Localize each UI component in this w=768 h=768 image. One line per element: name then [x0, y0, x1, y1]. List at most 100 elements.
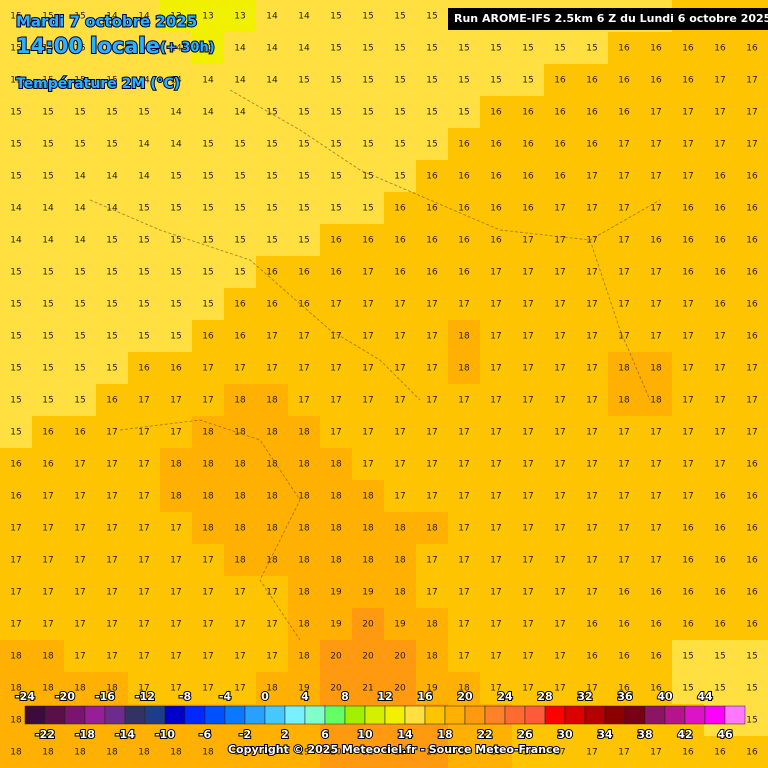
grid-value: 17	[298, 396, 309, 406]
colorbar-label: 44	[697, 690, 713, 703]
grid-cell	[352, 416, 385, 449]
grid-value: 19	[330, 620, 342, 630]
grid-value: 18	[170, 748, 182, 758]
grid-cell	[640, 640, 673, 673]
grid-cell	[192, 480, 225, 513]
grid-cell	[704, 480, 737, 513]
grid-cell	[480, 64, 513, 97]
grid-cell	[544, 608, 577, 641]
grid-value: 16	[426, 268, 438, 278]
grid-value: 15	[10, 364, 21, 374]
grid-value: 13	[202, 12, 213, 22]
grid-cell	[160, 448, 193, 481]
grid-value: 17	[522, 684, 533, 694]
grid-cell	[320, 448, 353, 481]
grid-value: 15	[170, 172, 181, 182]
grid-value: 15	[10, 44, 21, 54]
grid-value: 15	[522, 76, 533, 86]
grid-value: 14	[170, 108, 182, 118]
grid-cell	[0, 288, 33, 321]
grid-value: 17	[586, 332, 597, 342]
grid-value: 17	[42, 556, 53, 566]
grid-cell	[160, 0, 193, 33]
grid-value: 15	[234, 172, 245, 182]
grid-cell	[192, 544, 225, 577]
grid-cell	[640, 480, 673, 513]
grid-value: 15	[202, 268, 213, 278]
grid-value: 17	[618, 460, 629, 470]
grid-cell	[32, 0, 65, 33]
colorbar-swatch	[604, 705, 626, 725]
grid-value: 17	[682, 140, 693, 150]
grid-cell	[576, 32, 609, 65]
grid-cell	[192, 64, 225, 97]
grid-value: 17	[682, 460, 693, 470]
grid-cell	[96, 448, 129, 481]
grid-cell	[224, 64, 257, 97]
grid-value: 15	[74, 140, 85, 150]
grid-cell	[576, 416, 609, 449]
grid-cell	[288, 0, 321, 33]
grid-value: 17	[554, 652, 565, 662]
grid-cell	[128, 224, 161, 257]
grid-cell	[576, 608, 609, 641]
grid-cell	[576, 544, 609, 577]
grid-cell	[384, 288, 417, 321]
date: Mardi 7 octobre 2025	[16, 13, 197, 31]
grid-cell	[512, 736, 545, 768]
grid-value: 15	[42, 268, 53, 278]
grid-cell	[32, 96, 65, 129]
grid-cell	[0, 96, 33, 129]
grid-cell	[384, 96, 417, 129]
grid-value: 18	[266, 748, 278, 758]
grid-cell	[608, 544, 641, 577]
grid-value: 16	[266, 300, 278, 310]
grid-cell	[192, 736, 225, 768]
grid-value: 19	[394, 620, 406, 630]
grid-value: 18	[298, 524, 310, 534]
grid-cell	[0, 512, 33, 545]
grid-cell	[672, 480, 705, 513]
grid-value: 14	[298, 12, 310, 22]
grid-value: 15	[426, 44, 437, 54]
grid-cell	[320, 224, 353, 257]
grid-value: 16	[714, 556, 726, 566]
grid-cell	[256, 672, 289, 705]
colorbar-swatch	[664, 705, 686, 725]
grid-value: 18	[458, 364, 470, 374]
grid-cell	[640, 416, 673, 449]
grid-value: 17	[266, 588, 277, 598]
grid-value: 17	[74, 524, 85, 534]
grid-value: 16	[746, 300, 758, 310]
grid-cell	[736, 512, 768, 545]
colorbar-label: 8	[341, 690, 349, 703]
grid-cell	[416, 352, 449, 385]
grid-value: 16	[682, 44, 694, 54]
grid-value: 16	[650, 76, 662, 86]
grid-cell	[352, 224, 385, 257]
grid-cell	[448, 256, 481, 289]
grid-cell	[480, 416, 513, 449]
grid-value: 14	[42, 236, 54, 246]
grid-value: 15	[394, 76, 405, 86]
grid-cell	[64, 640, 97, 673]
grid-value: 17	[362, 428, 373, 438]
grid-value: 17	[682, 492, 693, 502]
grid-cell	[384, 32, 417, 65]
grid-cell	[736, 480, 768, 513]
grid-value: 17	[170, 620, 181, 630]
grid-cell	[64, 576, 97, 609]
grid-value: 15	[490, 44, 501, 54]
grid-cell	[32, 352, 65, 385]
grid-value: 17	[586, 428, 597, 438]
grid-value: 18	[458, 684, 470, 694]
grid-value: 15	[138, 300, 149, 310]
grid-value: 17	[714, 364, 725, 374]
grid-cell	[256, 128, 289, 161]
grid-cell	[608, 32, 641, 65]
grid-value: 17	[394, 364, 405, 374]
grid-value: 15	[746, 652, 757, 662]
grid-value: 17	[714, 140, 725, 150]
grid-cell	[704, 224, 737, 257]
